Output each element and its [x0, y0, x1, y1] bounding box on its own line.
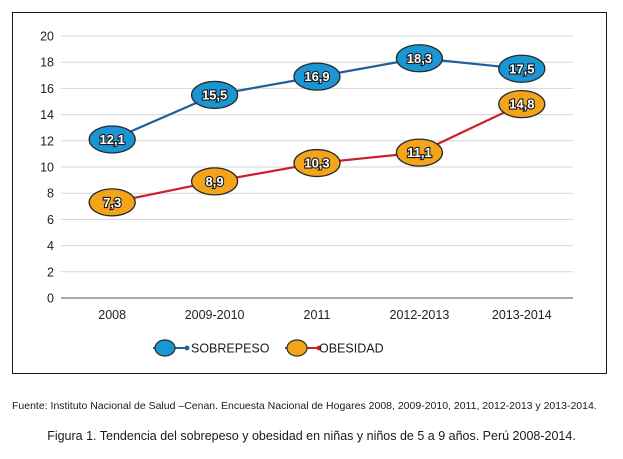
data-point-marker [395, 138, 444, 167]
y-tick-label: 18 [40, 56, 54, 70]
y-tick-label: 20 [40, 30, 54, 44]
y-tick-label: 4 [47, 239, 54, 253]
data-point-marker [293, 62, 341, 91]
data-label: 7,3 [103, 195, 121, 210]
legend-label-obesidad: OBESIDAD [319, 342, 384, 356]
chart-frame: 0 2 4 6 8 10 12 14 16 18 20 2008 2009-2010 2011 2012-2… [12, 12, 607, 374]
y-tick-label: 2 [47, 265, 54, 279]
x-tick-label: 2009-2010 [185, 308, 245, 322]
data-label: 17,5 [509, 61, 534, 76]
legend-label-sobrepeso: SOBREPESO [191, 342, 270, 356]
data-label: 12,1 [100, 132, 125, 147]
x-tick-label: 2012-2013 [390, 308, 450, 322]
legend-dot-obesidad [316, 345, 322, 351]
data-point-marker [190, 167, 239, 196]
data-label: 8,9 [206, 174, 224, 189]
data-point-marker [498, 54, 546, 83]
data-label: 10,3 [304, 156, 329, 171]
source-note: Fuente: Instituto Nacional de Salud –Cen… [12, 400, 597, 412]
y-tick-label: 6 [47, 213, 54, 227]
data-label: 18,3 [407, 51, 432, 66]
data-point-marker [293, 148, 341, 178]
data-point-marker [498, 89, 546, 119]
y-tick-label: 14 [40, 108, 54, 122]
legend-marker-sobrepeso [154, 339, 176, 357]
y-tick-label: 16 [40, 82, 54, 96]
legend-dot-sobrepeso [184, 345, 190, 351]
legend-marker-obesidad [286, 339, 308, 357]
figure-caption: Figura 1. Tendencia del sobrepeso y obes… [47, 429, 576, 443]
y-tick-label: 12 [40, 134, 54, 148]
data-label: 11,1 [407, 145, 432, 160]
data-point-marker [190, 80, 239, 110]
y-tick-label: 0 [47, 292, 54, 306]
data-point-marker [88, 125, 136, 154]
data-label: 16,9 [304, 69, 329, 84]
y-tick-label: 10 [40, 161, 54, 175]
x-tick-label: 2011 [304, 308, 331, 322]
y-tick-label: 8 [47, 187, 54, 201]
data-label: 15,5 [202, 88, 227, 103]
x-tick-label: 2013-2014 [492, 308, 552, 322]
data-point-marker [88, 188, 136, 217]
data-point-marker [395, 44, 444, 73]
x-tick-label: 2008 [98, 308, 126, 322]
data-label: 14,8 [509, 97, 534, 112]
line-chart: 0 2 4 6 8 10 12 14 16 18 20 2008 2009-2010 2011 2012-2… [40, 30, 573, 357]
